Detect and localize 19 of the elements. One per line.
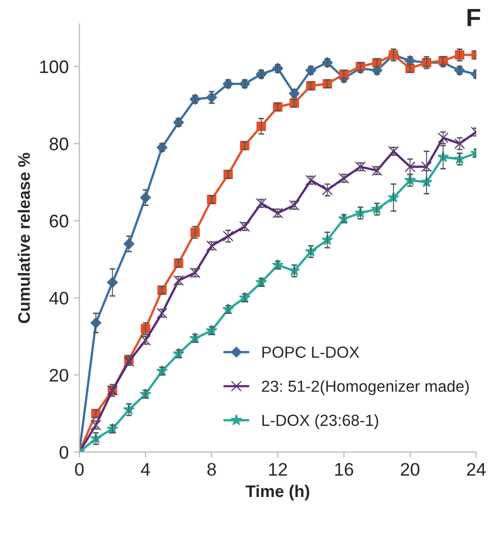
legend-label: L-DOX (23:68-1) [262,414,378,430]
y-tick-label: 20 [50,368,68,382]
x-tick-label: 0 [75,462,84,476]
x-axis-title: Time (h) [246,484,310,500]
y-tick-label: 60 [50,214,68,228]
y-axis-title: Cumulative release % [18,152,30,324]
y-tick-label: 40 [49,292,68,305]
x-tick-label: 12 [269,462,287,476]
x-tick-label: 8 [207,462,216,476]
x-tick-label: 4 [140,463,150,476]
y-tick-label: 0 [60,446,68,459]
legend-label: POPC L-DOX [262,346,360,358]
y-tick-label: 80 [50,138,68,150]
x-tick-label: 20 [400,462,420,476]
legend-label: 23: 51-2(Homogenizer made) [262,380,469,396]
y-tick-label: 100 [40,60,68,74]
annotation: F [468,8,480,26]
x-tick-label: 24 [467,462,486,476]
x-tick-label: 16 [335,462,354,476]
